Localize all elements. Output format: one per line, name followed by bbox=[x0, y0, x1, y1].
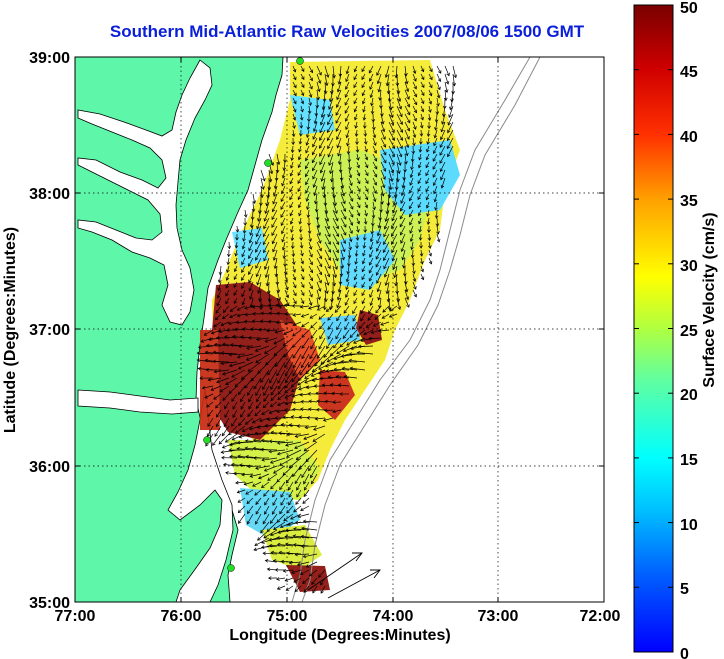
x-tick-label: 73:00 bbox=[478, 608, 519, 625]
x-axis-ticks: 77:00 76:00 75:00 74:00 73:00 72:00 bbox=[55, 608, 621, 625]
dotted-grid bbox=[75, 57, 604, 602]
radar-station bbox=[296, 57, 304, 65]
colorbar-tick-label: 20 bbox=[680, 387, 698, 404]
colorbar-tick-label: 0 bbox=[680, 646, 689, 659]
colorbar-label: Surface Velocity (cm/s) bbox=[701, 212, 718, 387]
map-title: Southern Mid-Atlantic Raw Velocities 200… bbox=[109, 22, 585, 41]
radar-station bbox=[227, 564, 235, 572]
colorbar-tick-label: 10 bbox=[680, 517, 698, 534]
y-tick-label: 35:00 bbox=[29, 595, 70, 612]
y-tick-label: 39:00 bbox=[29, 50, 70, 67]
x-tick-label: 75:00 bbox=[267, 608, 308, 625]
tick-marks bbox=[74, 56, 605, 603]
velocity-vectors bbox=[196, 65, 458, 594]
colorbar-tick-label: 45 bbox=[680, 64, 698, 81]
y-tick-label: 38:00 bbox=[29, 186, 70, 203]
colorbar: 0 5 10 15 20 25 30 35 40 45 50 Surface V… bbox=[633, 0, 718, 659]
colorbar-tick-label: 40 bbox=[680, 129, 698, 146]
colorbar-gradient bbox=[633, 4, 674, 653]
map-area bbox=[75, 57, 604, 602]
y-axis-ticks: 39:00 38:00 37:00 36:00 35:00 bbox=[29, 50, 70, 612]
colorbar-tick-label: 30 bbox=[680, 258, 698, 275]
y-tick-label: 37:00 bbox=[29, 322, 70, 339]
x-tick-label: 74:00 bbox=[373, 608, 414, 625]
albemarle-sound bbox=[77, 389, 199, 415]
bathymetry-contours bbox=[291, 57, 541, 602]
y-tick-label: 36:00 bbox=[29, 459, 70, 476]
radar-station bbox=[264, 159, 272, 167]
x-tick-label: 77:00 bbox=[55, 608, 96, 625]
colorbar-tick-label: 35 bbox=[680, 193, 698, 210]
reference-arrows bbox=[307, 552, 381, 599]
x-axis-label: Longitude (Degrees:Minutes) bbox=[229, 627, 450, 644]
colorbar-tick-label: 15 bbox=[680, 452, 698, 469]
colorbar-tick-label: 50 bbox=[680, 0, 698, 17]
y-axis-label: Latitude (Degrees:Minutes) bbox=[2, 227, 19, 433]
colorbar-tick-label: 5 bbox=[680, 581, 689, 598]
radar-station bbox=[203, 436, 211, 444]
radar-stations bbox=[203, 57, 304, 572]
x-tick-label: 72:00 bbox=[580, 608, 621, 625]
chesapeake-bay bbox=[77, 59, 213, 326]
x-tick-label: 76:00 bbox=[161, 608, 202, 625]
colorbar-tick-label: 25 bbox=[680, 323, 698, 340]
